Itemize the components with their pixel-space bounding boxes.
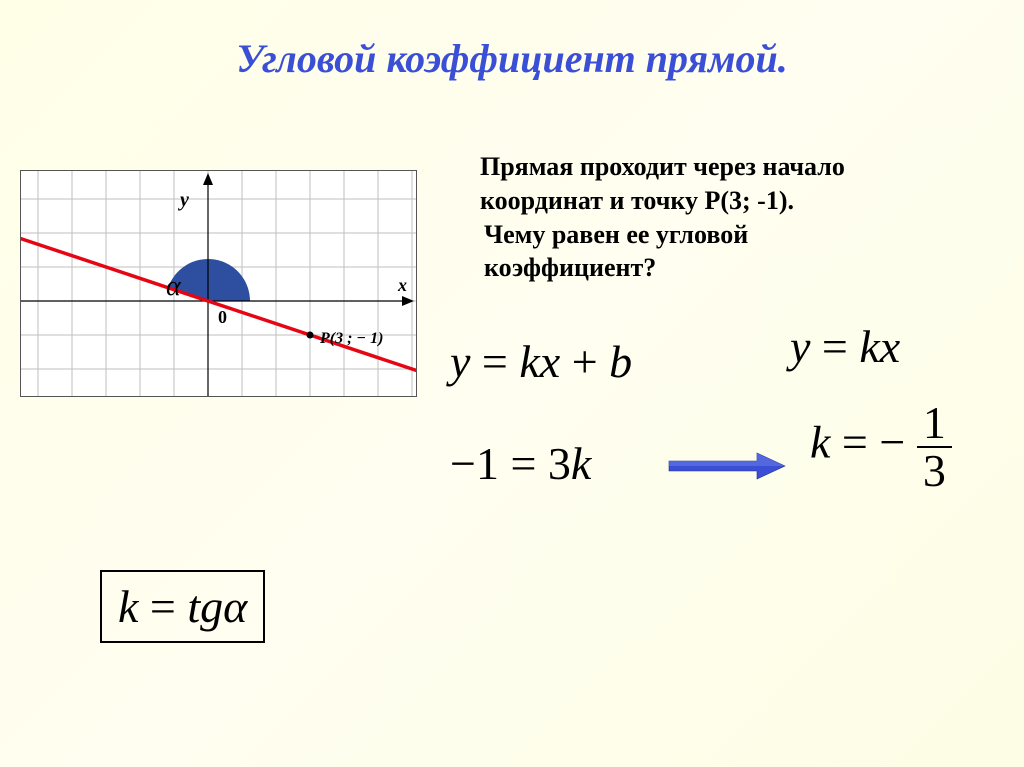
problem-statement: Прямая проходит через начало координат и… [480,150,990,285]
svg-text:y: y [178,189,189,211]
svg-text:0: 0 [218,307,227,327]
formula-alpha: α [223,581,247,632]
svg-text:x: x [397,275,407,295]
formula-eq: = [150,581,176,632]
equation-2: y = kx [790,320,900,373]
equation-3: −1 = 3k [450,437,591,490]
eq4-k: k [810,417,830,468]
svg-text:P(3 ; − 1): P(3 ; − 1) [319,330,383,347]
problem-line4: коэффициент? [484,251,656,285]
formula-k: k [118,581,138,632]
equation-4: k = − 1 3 [810,400,952,494]
eq3-rhs: 3k [548,438,591,489]
page-title: Угловой коэффициент прямой. [0,0,1024,82]
formula-tg: tg [187,581,223,632]
eq4-fraction: 1 3 [917,400,952,494]
problem-line3: Чему равен ее угловой [484,218,748,252]
equation-1: y = kx + b [450,335,632,388]
implication-arrow [665,446,805,491]
formula-box: k = tgα [100,570,265,643]
svg-text:α: α [166,271,182,302]
coordinate-graph: y x 0 P(3 ; − 1) α [20,170,417,397]
problem-line2: координат и точку Р(3; -1). [480,186,794,215]
eq3-lhs: −1 [450,438,499,489]
eq4-den: 3 [917,448,952,494]
graph-svg: y x 0 P(3 ; − 1) α [21,171,416,396]
eq4-num: 1 [917,400,952,448]
problem-line1: Прямая проходит через начало [480,152,845,181]
